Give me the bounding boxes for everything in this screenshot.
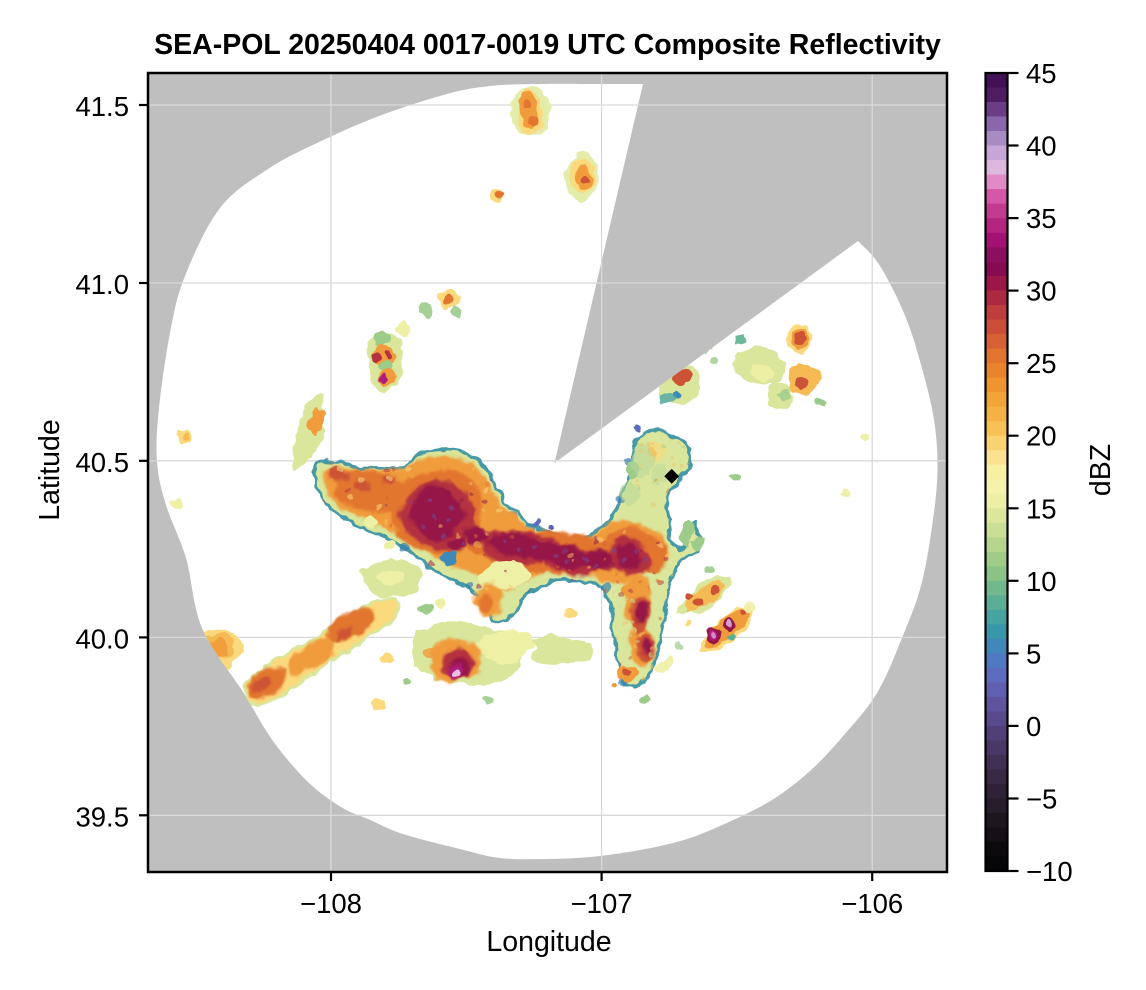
svg-text:−106: −106 <box>841 888 903 919</box>
svg-text:35: 35 <box>1026 203 1057 234</box>
svg-text:−108: −108 <box>300 888 362 919</box>
svg-text:Latitude: Latitude <box>34 419 66 520</box>
svg-text:−10: −10 <box>1026 856 1073 887</box>
svg-text:25: 25 <box>1026 348 1057 379</box>
svg-text:Longitude: Longitude <box>486 926 611 958</box>
svg-text:30: 30 <box>1026 276 1057 307</box>
svg-text:41.0: 41.0 <box>75 269 129 300</box>
svg-text:−107: −107 <box>571 888 633 919</box>
svg-text:−5: −5 <box>1026 784 1057 815</box>
svg-text:SEA-POL 20250404 0017-0019 UTC: SEA-POL 20250404 0017-0019 UTC Composite… <box>154 29 941 61</box>
svg-text:39.5: 39.5 <box>75 801 129 832</box>
svg-text:40.0: 40.0 <box>75 623 129 654</box>
svg-text:45: 45 <box>1026 58 1057 89</box>
svg-text:41.5: 41.5 <box>75 91 129 122</box>
svg-text:10: 10 <box>1026 566 1057 597</box>
svg-text:40: 40 <box>1026 131 1057 162</box>
svg-text:dBZ: dBZ <box>1085 444 1117 496</box>
svg-text:0: 0 <box>1026 711 1041 742</box>
svg-text:5: 5 <box>1026 638 1041 669</box>
svg-text:15: 15 <box>1026 493 1057 524</box>
svg-text:40.5: 40.5 <box>75 447 129 478</box>
svg-text:20: 20 <box>1026 421 1057 452</box>
